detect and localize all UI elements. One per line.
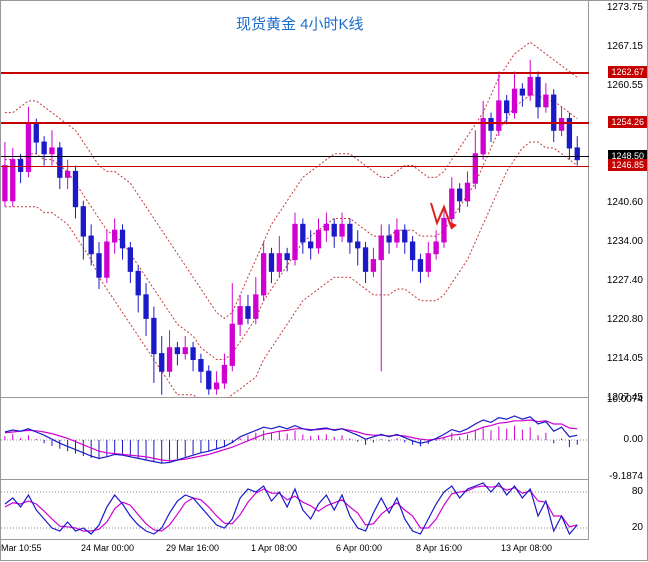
macd-y-label: -9.1874 (609, 471, 643, 482)
price-badge: 1246.85 (608, 159, 647, 171)
macd-panel (1, 398, 589, 480)
x-tick-label: 24 Mar 00:00 (81, 543, 134, 553)
x-tick-label: Mar 10:55 (1, 543, 42, 553)
macd-y-label: 0.00 (624, 434, 643, 445)
price-canvas (1, 1, 589, 398)
stoch-panel (1, 480, 589, 540)
stoch-canvas (1, 480, 589, 540)
hline (1, 72, 589, 74)
stoch-y-label: 20 (632, 522, 643, 533)
hline (1, 156, 589, 157)
x-tick-label: 29 Mar 16:00 (166, 543, 219, 553)
chart-container: 现货黄金 4小时K线 Mar 10:55 24 Mar 00:00 29 Mar 1… (0, 0, 648, 561)
x-tick-label: 1 Apr 08:00 (251, 543, 297, 553)
y-tick-label: 1227.40 (607, 275, 643, 286)
price-badge: 1254.26 (608, 116, 647, 128)
price-panel (1, 1, 589, 398)
x-axis-time: Mar 10:55 24 Mar 00:00 29 Mar 16:00 1 Apr 0… (1, 540, 589, 562)
y-tick-label: 1240.60 (607, 197, 643, 208)
chart-title: 现货黄金 4小时K线 (236, 13, 364, 34)
hline (1, 122, 589, 124)
price-badge: 1262.67 (608, 66, 647, 78)
macd-canvas (1, 398, 589, 480)
x-tick-label: 6 Apr 00:00 (336, 543, 382, 553)
y-tick-label: 1267.15 (607, 41, 643, 52)
x-tick-label: 13 Apr 08:00 (501, 543, 552, 553)
macd-y-label: 10.0074 (607, 394, 643, 405)
y-tick-label: 1220.80 (607, 314, 643, 325)
y-tick-label: 1260.55 (607, 80, 643, 91)
x-tick-label: 8 Apr 16:00 (416, 543, 462, 553)
stoch-y-label: 80 (632, 486, 643, 497)
y-tick-label: 1214.05 (607, 353, 643, 364)
hline (1, 166, 589, 167)
y-tick-label: 1273.75 (607, 2, 643, 13)
y-tick-label: 1234.00 (607, 236, 643, 247)
